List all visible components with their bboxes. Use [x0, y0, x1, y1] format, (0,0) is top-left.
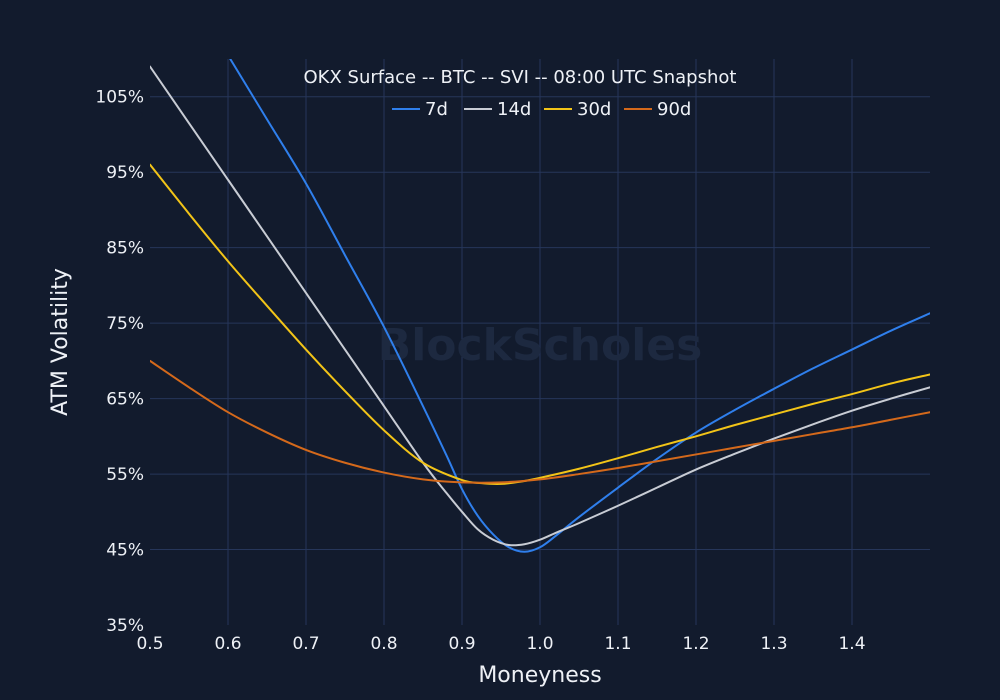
x-tick-label: 1.3: [760, 634, 787, 654]
series-lines: [150, 59, 930, 553]
x-tick-label: 1.2: [682, 634, 709, 654]
x-tick-label: 1.4: [838, 634, 865, 654]
watermark-text: BlockScholes: [378, 320, 703, 371]
series-line-90d: [150, 359, 930, 484]
x-axis-ticks: 0.5 0.6 0.7 0.8 0.9 1.0 1.1 1.2 1.3 1.4: [136, 634, 865, 654]
legend-label: 7d: [425, 99, 448, 120]
y-axis-title: ATM Volatility: [48, 268, 73, 416]
x-tick-label: 0.6: [214, 634, 241, 654]
y-tick-label: 65%: [106, 390, 144, 410]
y-tick-label: 105%: [95, 88, 144, 108]
x-tick-label: 0.9: [448, 634, 475, 654]
x-tick-label: 0.7: [292, 634, 319, 654]
legend-item-7d[interactable]: 7d: [392, 99, 448, 120]
y-tick-label: 85%: [106, 239, 144, 259]
y-tick-label: 35%: [106, 616, 144, 636]
legend-label: 30d: [577, 99, 611, 120]
y-tick-label: 55%: [106, 465, 144, 485]
legend-label: 14d: [497, 99, 531, 120]
y-tick-label: 75%: [106, 314, 144, 334]
x-tick-label: 0.8: [370, 634, 397, 654]
y-tick-label: 95%: [106, 163, 144, 183]
legend: 7d 14d 30d 90d: [392, 99, 691, 120]
legend-label: 90d: [657, 99, 691, 120]
x-tick-label: 0.5: [136, 634, 163, 654]
y-axis-ticks: 35% 45% 55% 65% 75% 85% 95% 105%: [95, 88, 144, 636]
legend-item-90d[interactable]: 90d: [624, 99, 691, 120]
x-tick-label: 1.1: [604, 634, 631, 654]
series-line-7d: [229, 59, 930, 553]
x-axis-title: Moneyness: [478, 663, 601, 688]
grid: [150, 59, 930, 625]
chart-title: OKX Surface -- BTC -- SVI -- 08:00 UTC S…: [304, 67, 737, 88]
legend-item-14d[interactable]: 14d: [464, 99, 531, 120]
legend-item-30d[interactable]: 30d: [544, 99, 611, 120]
x-tick-label: 1.0: [526, 634, 553, 654]
y-tick-label: 45%: [106, 541, 144, 561]
